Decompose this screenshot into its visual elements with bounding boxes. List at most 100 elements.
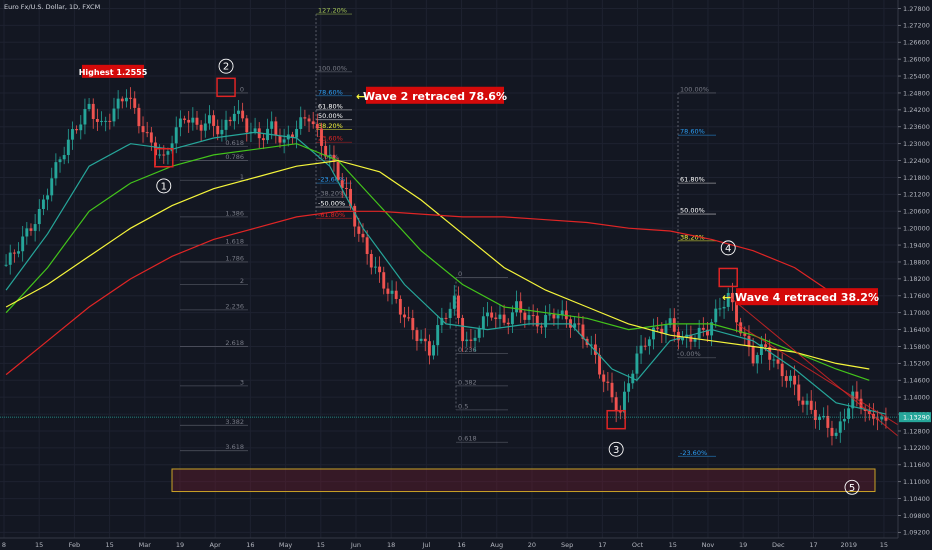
candle-body xyxy=(448,308,452,319)
candle-body xyxy=(373,266,377,268)
candle-body xyxy=(17,251,20,254)
y-tick-label: 1.21800 xyxy=(903,174,930,182)
candle-body xyxy=(647,339,651,346)
candle-body xyxy=(461,317,465,342)
fib-level-label: -23.60% xyxy=(318,176,345,184)
candle-body xyxy=(577,323,581,325)
candle-body xyxy=(427,341,431,356)
candle-body xyxy=(141,126,145,133)
x-tick-label: 8 xyxy=(2,541,6,549)
wave-label-circle xyxy=(720,240,736,256)
candle-body xyxy=(220,129,224,135)
candle-body xyxy=(253,128,257,132)
candle-body xyxy=(486,312,489,317)
candle-body xyxy=(838,421,842,433)
candle-body xyxy=(320,128,323,146)
candle-body xyxy=(764,344,768,347)
wave2-label-box xyxy=(366,86,504,104)
candle-body xyxy=(610,382,614,398)
chart-title: Euro Fx/U.S. Dollar, 1D, FXCM xyxy=(4,3,100,11)
fib-level-label: 78.60% xyxy=(318,88,343,96)
fib-level-label: 61.80% xyxy=(318,102,343,110)
candle-body xyxy=(145,132,149,134)
candle-body xyxy=(353,205,357,227)
y-tick-label: 1.17000 xyxy=(903,309,930,317)
candle-body xyxy=(282,139,286,143)
candle-body xyxy=(71,129,74,140)
last-price-label: 1.13290 xyxy=(903,414,930,422)
candle-body xyxy=(336,161,340,181)
wave2-label: Wave 2 retraced 78.6% xyxy=(363,90,507,103)
candle-body xyxy=(602,374,606,382)
fib-level-label: 61.80% xyxy=(680,176,705,184)
wave4-label: Wave 4 retraced 38.2% xyxy=(735,291,879,304)
candle-body xyxy=(108,120,112,122)
candle-body xyxy=(411,318,415,331)
candle-body xyxy=(805,400,809,405)
candle-body xyxy=(444,317,448,319)
candle-body xyxy=(137,107,141,127)
candle-body xyxy=(643,345,647,347)
candle-body xyxy=(776,359,780,364)
candle-body xyxy=(672,318,676,332)
fib-level-label: -23.60% xyxy=(680,449,707,457)
candle-body xyxy=(548,314,552,316)
y-tick-label: 1.27200 xyxy=(903,22,930,30)
candle-body xyxy=(315,124,319,129)
x-tick-label: 18 xyxy=(387,541,395,549)
candle-body xyxy=(652,327,655,340)
candle-body xyxy=(407,317,411,319)
candle-body xyxy=(207,115,211,124)
y-tick-label: 1.15800 xyxy=(903,343,930,351)
candle-body xyxy=(29,228,33,231)
fib-level-label: 2.618 xyxy=(225,339,244,347)
candle-body xyxy=(432,345,436,356)
fib-level-label: 100.00% xyxy=(680,85,709,93)
candle-body xyxy=(365,237,369,255)
candle-body xyxy=(245,118,249,133)
y-tick-label: 1.20000 xyxy=(903,224,930,232)
candle-body xyxy=(62,155,66,160)
candle-body xyxy=(668,318,672,326)
fib-level-label: 50.00% xyxy=(318,112,343,120)
candle-body xyxy=(228,119,232,122)
candle-body xyxy=(560,310,564,316)
x-tick-label: Jun xyxy=(350,541,361,549)
candle-body xyxy=(519,301,523,313)
candle-body xyxy=(718,308,722,310)
candle-body xyxy=(589,344,593,346)
candle-body xyxy=(369,254,373,268)
candle-body xyxy=(793,375,797,385)
y-tick-label: 1.16400 xyxy=(903,326,930,334)
candle-body xyxy=(419,338,423,341)
x-tick-label: 15 xyxy=(105,541,113,549)
candle-body xyxy=(270,121,274,129)
candle-body xyxy=(847,408,851,419)
wave4-arrow: ← xyxy=(722,291,731,304)
fib-level-label: 0.618 xyxy=(225,139,244,147)
fib-level-label: 38.20% xyxy=(680,233,705,241)
candle-body xyxy=(664,325,668,334)
candle-body xyxy=(58,159,62,163)
candle-body xyxy=(797,384,801,401)
candle-body xyxy=(382,272,386,289)
candle-body xyxy=(826,415,830,428)
candle-body xyxy=(224,119,228,130)
fib-level-label: 78.60% xyxy=(680,128,705,136)
candle-body xyxy=(54,162,58,179)
highest-label: Highest 1.2555 xyxy=(79,68,148,77)
candle-body xyxy=(751,346,755,364)
y-tick-label: 1.23000 xyxy=(903,140,930,148)
y-tick-label: 1.11600 xyxy=(903,461,930,469)
wave-marker-box xyxy=(718,267,738,288)
wave-label: 5 xyxy=(849,483,855,494)
x-tick-label: 2019 xyxy=(840,541,857,549)
candle-body xyxy=(693,338,697,342)
candle-body xyxy=(735,302,738,323)
candle-body xyxy=(116,98,120,109)
candle-body xyxy=(415,330,419,341)
candle-body xyxy=(747,335,751,347)
candle-body xyxy=(614,397,618,412)
candle-body xyxy=(681,337,685,341)
candle-body xyxy=(295,128,299,138)
